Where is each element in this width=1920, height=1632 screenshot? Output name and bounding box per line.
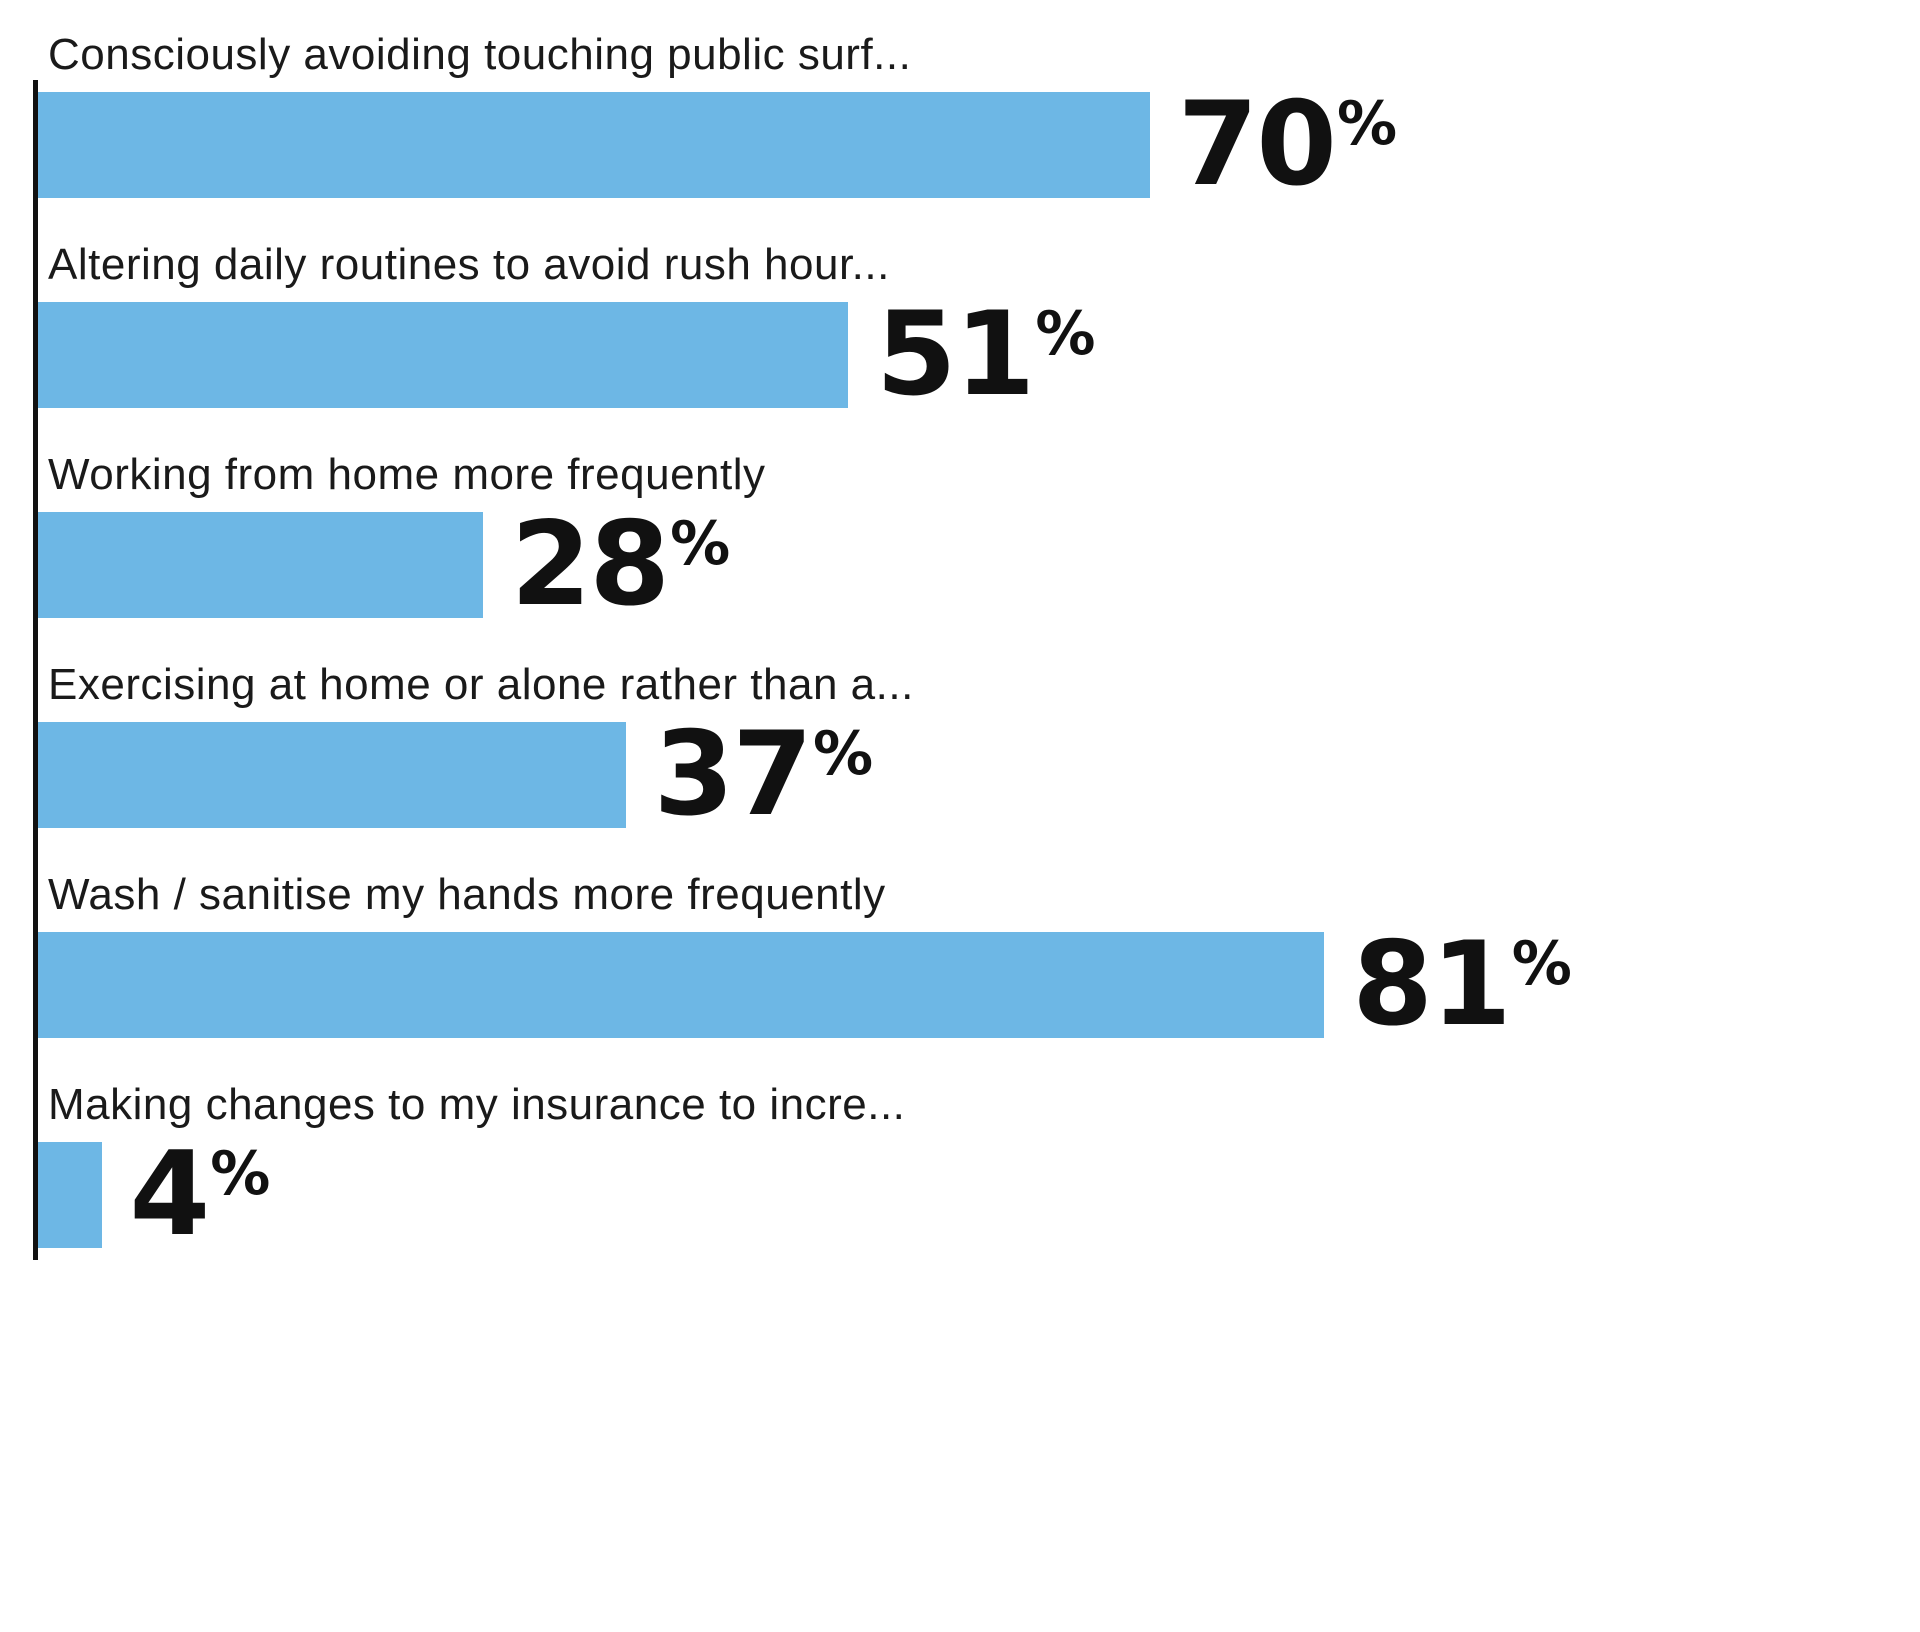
bar-value-number: 51 xyxy=(875,286,1035,422)
bar-row: Making changes to my insurance to incre.… xyxy=(38,1080,1918,1252)
bar-label: Working from home more frequently xyxy=(48,450,766,499)
bar-value-number: 81 xyxy=(1352,916,1511,1052)
bar-track: 4% xyxy=(38,1136,1626,1252)
percent-sign: % xyxy=(1511,928,1572,999)
bar xyxy=(38,512,483,618)
percent-sign: % xyxy=(812,718,874,789)
bar-row: Working from home more frequently 28% xyxy=(38,450,1918,622)
bar-value: 37% xyxy=(654,716,874,832)
bar-value-number: 28 xyxy=(510,496,670,632)
bar-value: 70% xyxy=(1178,86,1398,202)
percent-sign: % xyxy=(1035,298,1096,369)
bar-value: 81% xyxy=(1352,926,1572,1042)
bar-label: Exercising at home or alone rather than … xyxy=(48,660,914,709)
bar-label: Wash / sanitise my hands more frequently xyxy=(48,870,886,919)
bar-row: Altering daily routines to avoid rush ho… xyxy=(38,240,1918,412)
percent-sign: % xyxy=(210,1138,271,1209)
bar xyxy=(38,1142,102,1248)
bar-row: Wash / sanitise my hands more frequently… xyxy=(38,870,1918,1042)
bar-track: 28% xyxy=(38,506,1626,622)
bar-label: Consciously avoiding touching public sur… xyxy=(48,30,912,79)
bar-value-number: 70 xyxy=(1177,76,1337,212)
bar-track: 37% xyxy=(38,716,1626,832)
bar xyxy=(38,92,1150,198)
chart-rows: Consciously avoiding touching public sur… xyxy=(38,30,1918,1252)
bar-value-number: 4 xyxy=(129,1126,211,1262)
percent-sign: % xyxy=(670,508,731,579)
bar-track: 51% xyxy=(38,296,1626,412)
bar-label: Altering daily routines to avoid rush ho… xyxy=(48,240,890,289)
bar-row: Exercising at home or alone rather than … xyxy=(38,660,1918,832)
bar-value-number: 37 xyxy=(653,706,813,842)
percent-sign: % xyxy=(1337,88,1398,159)
bar-value: 28% xyxy=(511,506,731,622)
bar-chart: Consciously avoiding touching public sur… xyxy=(33,30,1918,1260)
bar-row: Consciously avoiding touching public sur… xyxy=(38,30,1918,202)
bar xyxy=(38,932,1325,1038)
bar xyxy=(38,302,848,408)
bar-label: Making changes to my insurance to incre.… xyxy=(48,1080,906,1129)
y-axis-line xyxy=(33,80,38,1260)
bar-track: 81% xyxy=(38,926,1626,1042)
bar-value: 4% xyxy=(130,1136,271,1252)
bar-value: 51% xyxy=(876,296,1096,412)
bar-track: 70% xyxy=(38,86,1626,202)
bar xyxy=(38,722,626,828)
